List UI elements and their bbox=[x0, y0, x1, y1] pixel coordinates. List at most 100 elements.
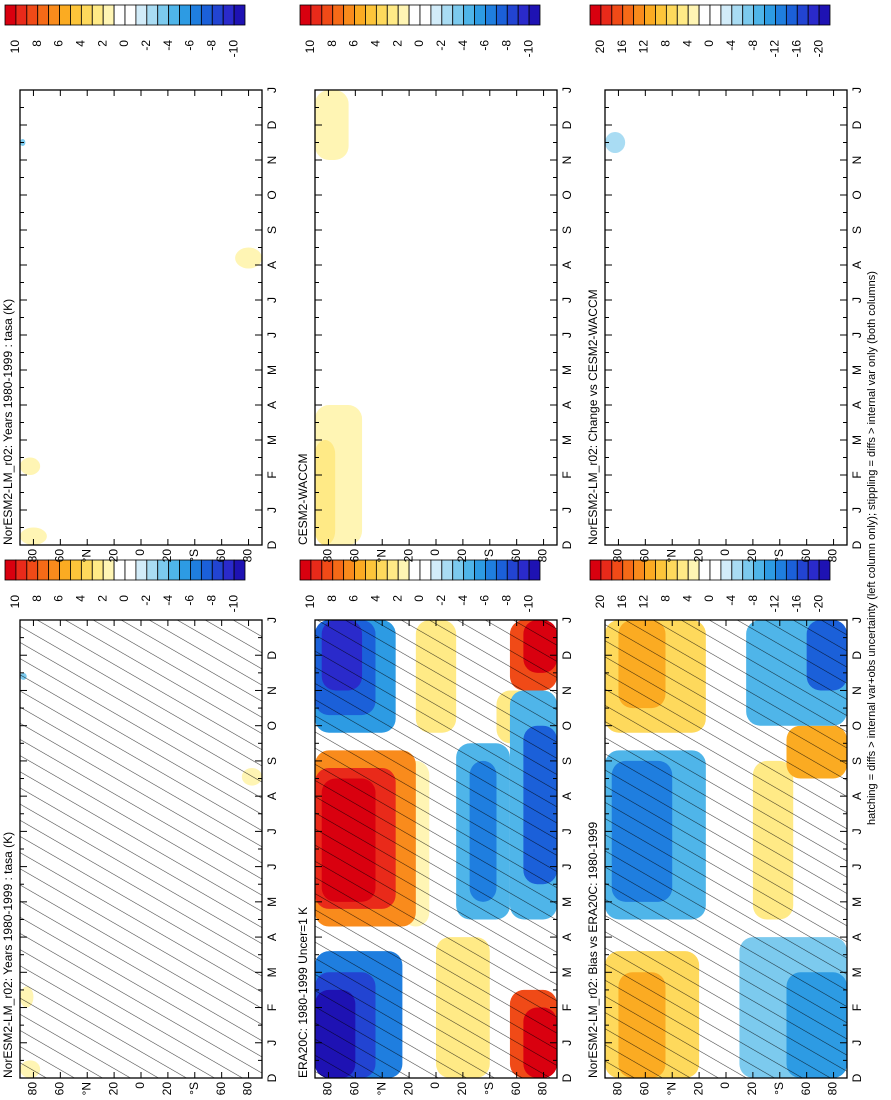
x-tick-label: J bbox=[850, 864, 864, 870]
colorbar-box bbox=[102, 4, 115, 26]
panel-title: NorESM2-LM_r02: Years 1980-1999 : tasa (… bbox=[1, 299, 15, 545]
x-tick-label: D bbox=[560, 540, 574, 549]
x-tick-label: J bbox=[560, 828, 574, 834]
y-tick-label: 80 bbox=[611, 1082, 625, 1096]
colorbar-label: -12 bbox=[768, 40, 782, 58]
y-tick-label: 20 bbox=[160, 1082, 174, 1096]
x-tick-label: F bbox=[560, 471, 574, 478]
colorbar-label: -6 bbox=[183, 40, 197, 51]
y-tick-label: 20 bbox=[401, 549, 415, 563]
colorbar-box bbox=[720, 4, 733, 26]
colorbar-label: 12 bbox=[637, 595, 651, 609]
x-tick-label: J bbox=[560, 507, 574, 513]
colorbar-label: 8 bbox=[659, 595, 673, 602]
x-tick-label: O bbox=[850, 190, 864, 199]
colorbar-box bbox=[655, 4, 667, 26]
colorbar-label: -10 bbox=[226, 595, 240, 613]
colorbar-label: -4 bbox=[161, 595, 175, 606]
colorbar-box bbox=[190, 4, 202, 26]
y-tick-label: 0 bbox=[428, 549, 442, 556]
colorbar-label: -10 bbox=[521, 40, 535, 58]
colorbar-box bbox=[59, 4, 71, 26]
colorbar-box bbox=[687, 4, 700, 26]
x-tick-label: J bbox=[850, 507, 864, 513]
x-tick-label: O bbox=[850, 721, 864, 730]
colorbar-label: -6 bbox=[478, 40, 492, 51]
hatching bbox=[605, 620, 847, 1078]
y-tick-label: 60 bbox=[53, 1082, 67, 1096]
colorbar-label: 10 bbox=[303, 595, 317, 609]
colorbar-box bbox=[528, 4, 541, 26]
colorbar-box bbox=[200, 4, 213, 26]
x-tick-label: A bbox=[265, 261, 279, 269]
colorbar-box bbox=[633, 4, 645, 26]
colorbar-box bbox=[589, 559, 602, 581]
colorbar-box bbox=[474, 559, 486, 581]
colorbar-label: 8 bbox=[30, 595, 44, 602]
colorbar-box bbox=[419, 559, 432, 581]
colorbar-box bbox=[644, 4, 656, 26]
contour-region bbox=[315, 90, 349, 160]
colorbar-box bbox=[146, 559, 159, 581]
y-tick-label: 20 bbox=[106, 549, 120, 563]
colorbar-box bbox=[764, 4, 776, 26]
y-tick-label: 20 bbox=[691, 1082, 705, 1096]
x-tick-label: A bbox=[850, 792, 864, 800]
contour-region bbox=[605, 132, 626, 153]
colorbar-box bbox=[48, 4, 60, 26]
x-tick-label: F bbox=[850, 1004, 864, 1011]
x-tick-label: J bbox=[265, 1040, 279, 1046]
colorbar-label: -2 bbox=[434, 595, 448, 606]
colorbar-box bbox=[365, 4, 377, 26]
x-tick-label: N bbox=[265, 156, 279, 165]
colorbar-box bbox=[233, 4, 246, 26]
y-tick-label: °N bbox=[79, 1082, 93, 1095]
panel-title: CESM2-WACCM bbox=[296, 453, 310, 545]
colorbar-box bbox=[589, 4, 602, 26]
y-tick-label: °S bbox=[187, 1082, 201, 1095]
x-tick-label: D bbox=[560, 1073, 574, 1082]
x-tick-label: A bbox=[265, 933, 279, 941]
x-tick-label: D bbox=[850, 120, 864, 129]
colorbar-box bbox=[753, 4, 765, 26]
colorbar-box bbox=[622, 4, 635, 26]
colorbar-label: -10 bbox=[226, 40, 240, 58]
hatching bbox=[315, 620, 557, 1078]
colorbar-box bbox=[4, 559, 17, 581]
colorbar-box bbox=[818, 559, 831, 581]
y-tick-label: 0 bbox=[428, 1082, 442, 1089]
x-tick-label: N bbox=[560, 686, 574, 695]
x-tick-label: S bbox=[560, 226, 574, 234]
colorbar-label: 6 bbox=[347, 40, 361, 47]
colorbar-label: -4 bbox=[724, 595, 738, 606]
colorbar-box bbox=[91, 4, 104, 26]
x-tick-label: M bbox=[265, 365, 279, 375]
colorbar-label: 8 bbox=[325, 40, 339, 47]
x-tick-label: D bbox=[560, 120, 574, 129]
x-tick-label: M bbox=[265, 897, 279, 907]
colorbar-box bbox=[80, 4, 93, 26]
y-tick-label: 80 bbox=[321, 1082, 335, 1096]
colorbar-box bbox=[15, 4, 28, 26]
colorbar-label: -6 bbox=[478, 595, 492, 606]
colorbar-label: -8 bbox=[499, 595, 513, 606]
caption: hatching = diffs > internal var+obs unce… bbox=[866, 271, 878, 825]
colorbar-label: -8 bbox=[746, 40, 760, 51]
y-tick-label: °N bbox=[374, 1082, 388, 1095]
x-tick-label: J bbox=[850, 1040, 864, 1046]
colorbar-box bbox=[124, 4, 137, 26]
colorbar-label: 2 bbox=[95, 595, 109, 602]
x-tick-label: D bbox=[265, 651, 279, 660]
y-tick-label: °S bbox=[772, 1082, 786, 1095]
colorbar-label: 10 bbox=[8, 595, 22, 609]
x-tick-label: A bbox=[850, 261, 864, 269]
rotated-frame: hatching = diffs > internal var+obs unce… bbox=[1, 4, 878, 1096]
colorbar-label: 4 bbox=[369, 40, 383, 47]
colorbar-box bbox=[600, 4, 613, 26]
x-tick-label: A bbox=[560, 933, 574, 941]
colorbar-label: 0 bbox=[702, 40, 716, 47]
x-tick-label: S bbox=[265, 226, 279, 234]
colorbar-box bbox=[452, 4, 465, 26]
x-tick-label: J bbox=[560, 1040, 574, 1046]
